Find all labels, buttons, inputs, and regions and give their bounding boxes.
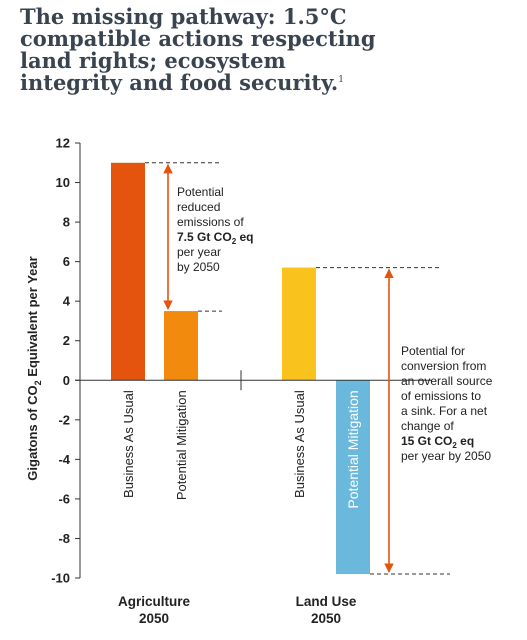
- group-label: 2050: [139, 611, 169, 626]
- title-line: land rights; ecosystem: [20, 48, 286, 73]
- group-label: 2050: [311, 611, 341, 626]
- annotation-line: an overall source: [401, 374, 493, 388]
- annotation-line: a sink. For a net: [401, 404, 488, 418]
- category-label: Potential Mitigation: [345, 390, 361, 508]
- bar: [111, 162, 145, 381]
- y-tick-label: 2: [63, 333, 70, 348]
- annotation-line: 15 Gt CO2 eq: [401, 434, 474, 450]
- y-tick-label: -2: [58, 412, 70, 427]
- bar: [282, 267, 316, 381]
- annotation-line: by 2050: [177, 260, 220, 274]
- bar: [336, 380, 370, 575]
- y-tick-label: 10: [56, 175, 70, 190]
- group-label: Agriculture: [118, 594, 191, 609]
- y-tick-label: 6: [63, 254, 70, 269]
- title-footnote: 1: [338, 75, 344, 85]
- title-line: The missing pathway: 1.5°C: [20, 4, 347, 29]
- title-line: compatible actions respecting: [20, 26, 376, 51]
- annotation-line: reduced: [177, 200, 220, 214]
- group-label: Land Use: [296, 594, 357, 609]
- annotation-line: Potential: [177, 185, 224, 199]
- annotation-line: of emissions to: [401, 389, 481, 403]
- chart-title: The missing pathway: 1.5°C compatible act…: [20, 6, 510, 94]
- annotation-line: per year: [177, 245, 221, 259]
- annotation-line: emissions of: [177, 215, 244, 229]
- annotation-line: change of: [401, 419, 454, 433]
- bar: [164, 311, 198, 381]
- y-tick-label: 4: [63, 294, 71, 309]
- y-tick-label: -6: [58, 491, 70, 506]
- y-tick-label: -8: [58, 531, 70, 546]
- annotation-line: Potential for: [401, 344, 465, 358]
- y-tick-label: -4: [58, 452, 70, 467]
- annotation-line: per year by 2050: [401, 449, 491, 463]
- y-tick-label: 8: [63, 215, 70, 230]
- annotation-line: conversion from: [401, 359, 486, 373]
- y-tick-label: -10: [51, 571, 70, 586]
- category-label: Business As Usual: [292, 390, 307, 498]
- category-label: Potential Mitigation: [174, 390, 189, 500]
- y-axis-label: Gigatons of CO2 Equivalent per Year: [25, 256, 43, 480]
- title-line: integrity and food security.1: [20, 70, 344, 95]
- y-tick-label: 12: [56, 136, 70, 151]
- y-tick-label: 0: [63, 373, 70, 388]
- annotation-line: 7.5 Gt CO2 eq: [177, 230, 253, 246]
- category-label: Business As Usual: [121, 390, 136, 498]
